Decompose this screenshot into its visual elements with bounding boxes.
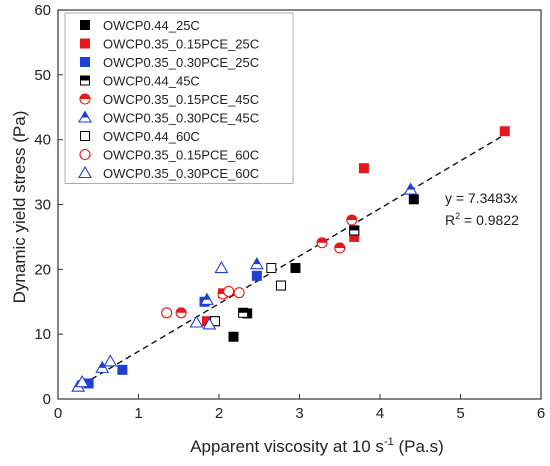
legend-marker (79, 93, 91, 105)
legend-marker (80, 38, 90, 49)
data-point (316, 237, 328, 249)
data-point (251, 270, 262, 281)
x-tick-label: 6 (537, 405, 545, 422)
y-tick-label: 20 (34, 261, 51, 278)
legend-marker (80, 131, 90, 141)
data-point (266, 263, 277, 274)
legend-marker (79, 148, 91, 161)
legend-entry: OWCP0.35_0.15PCE_60C (103, 148, 259, 163)
y-tick-label: 0 (43, 391, 51, 408)
legend: OWCP0.44_25C OWCP0.35_0.15PCE_25C OWCP0.35… (64, 12, 294, 184)
x-axis-label-main: Apparent viscosity at 10 s (190, 437, 384, 456)
x-tick-label: 4 (376, 405, 384, 422)
r2-prefix: R (445, 212, 455, 228)
data-point (214, 260, 229, 274)
legend-entry: OWCP0.35_0.15PCE_25C (103, 37, 259, 52)
legend-marker (78, 165, 92, 179)
y-tick-label: 30 (34, 197, 51, 214)
data-point (349, 225, 360, 236)
data-point (249, 257, 264, 270)
data-point (334, 242, 346, 254)
legend-marker (80, 20, 90, 30)
data-point (228, 331, 239, 342)
x-axis-label: Apparent viscosity at 10 s-1 (Pa.s) (190, 436, 444, 456)
x-tick-label: 2 (215, 405, 223, 422)
data-point (223, 285, 235, 297)
legend-marker (80, 75, 90, 86)
data-point (75, 375, 90, 388)
y-axis-label: Dynamic yield stress (Pa) (10, 111, 29, 304)
data-point (175, 307, 187, 319)
x-axis-label-sup: -1 (384, 436, 394, 448)
y-tick-label: 40 (34, 132, 51, 149)
legend-entry: OWCP0.35_0.30PCE_60C (103, 166, 259, 181)
legend-entry: OWCP0.35_0.15PCE_45C (103, 92, 259, 107)
x-tick-label: 0 (54, 405, 62, 422)
x-tick-label: 1 (134, 405, 142, 422)
data-point (346, 214, 358, 226)
r2-sup: 2 (455, 211, 460, 221)
fit-r-squared: R2 = 0.9822 (445, 211, 519, 228)
legend-entry: OWCP0.44_60C (103, 129, 200, 144)
data-point (290, 263, 301, 274)
x-tick-label: 3 (295, 405, 303, 422)
data-point (358, 163, 369, 174)
legend-entry: OWCP0.35_0.30PCE_45C (103, 111, 259, 126)
fit-line-group (73, 131, 510, 391)
r2-value: = 0.9822 (460, 212, 519, 228)
y-tick-label: 50 (34, 67, 51, 84)
data-point (408, 194, 419, 205)
data-point (233, 287, 245, 299)
data-points (71, 126, 510, 392)
legend-marker (78, 110, 92, 123)
data-point (499, 126, 510, 137)
legend-entry: OWCP0.44_45C (103, 74, 200, 89)
data-point (117, 364, 128, 375)
legend-entry: OWCP0.35_0.30PCE_25C (103, 55, 259, 70)
y-tick-label: 60 (34, 2, 51, 19)
data-point (202, 317, 217, 330)
x-axis-label-tail: (Pa.s) (394, 437, 444, 456)
fit-equation: y = 7.3483x (445, 190, 518, 206)
y-tick-label: 10 (34, 326, 51, 343)
legend-marker (80, 57, 90, 67)
data-point (103, 354, 118, 367)
data-point (161, 307, 173, 319)
data-point (199, 292, 214, 305)
data-point (189, 315, 204, 328)
data-point (238, 307, 249, 318)
legend-box (64, 12, 294, 184)
legend-entry: OWCP0.44_25C (103, 18, 200, 33)
data-point (275, 280, 286, 291)
data-point (403, 182, 418, 195)
x-tick-label: 5 (456, 405, 464, 422)
fit-line (73, 131, 510, 391)
